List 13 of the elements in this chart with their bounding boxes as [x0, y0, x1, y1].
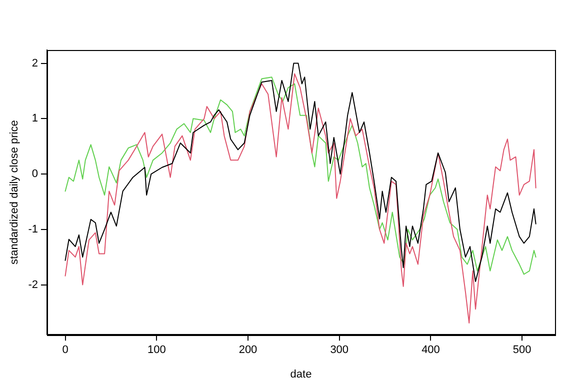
y-tick-label: -1 — [28, 223, 38, 236]
x-tick-label: 400 — [422, 344, 440, 356]
y-tick-label: -2 — [28, 278, 38, 291]
x-tick-label: 500 — [512, 344, 532, 356]
x-tick-label: 200 — [238, 344, 258, 356]
y-tick-label: 0 — [32, 168, 38, 180]
x-tick-label: 0 — [62, 344, 68, 356]
x-axis-title: date — [290, 368, 312, 380]
y-tick-label: 2 — [32, 57, 38, 70]
y-axis-title: standardized daily close price — [8, 120, 21, 264]
x-tick-label: 100 — [147, 344, 166, 356]
x-tick-label: 300 — [330, 344, 349, 356]
y-tick-label: 1 — [32, 112, 38, 125]
